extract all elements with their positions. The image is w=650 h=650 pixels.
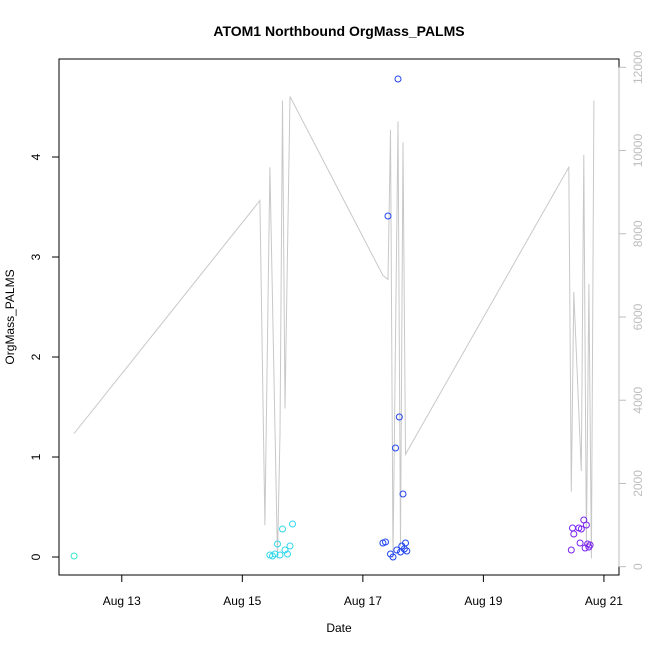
- plot-frame: [58, 58, 620, 576]
- scatter-point: [279, 525, 286, 533]
- right-y-tick-label: 8000: [631, 220, 645, 247]
- scatter-point: [576, 539, 584, 547]
- right-y-tick-label: 12000: [631, 50, 645, 84]
- scatter-point: [271, 550, 279, 558]
- scatter-point: [394, 75, 402, 83]
- chart-title: ATOM1 Northbound OrgMass_PALMS: [213, 23, 464, 39]
- x-axis: Aug 13 Aug 15 Aug 17 Aug 19 Aug 21: [103, 574, 623, 608]
- scatter-point: [567, 546, 575, 554]
- x-tick-label: Aug 15: [223, 594, 261, 608]
- scatter-point: [289, 520, 296, 528]
- scatter-point: [70, 552, 78, 560]
- scatter-point: [402, 539, 409, 547]
- right-y-tick-label: 10000: [631, 134, 645, 168]
- y-tick-label: 0: [29, 553, 43, 560]
- x-tick-label: Aug 19: [464, 594, 502, 608]
- scatter-point: [399, 490, 407, 498]
- scatter-point: [382, 538, 389, 546]
- scatter-point: [276, 551, 284, 559]
- scatter-point: [286, 542, 294, 550]
- scatter-point: [582, 521, 590, 529]
- y-tick-label: 2: [29, 353, 43, 360]
- y-tick-label: 1: [29, 453, 43, 460]
- scatter-point: [569, 524, 576, 532]
- right-y-tick-label: 2000: [631, 470, 645, 497]
- y-axis-label: OrgMass_PALMS: [3, 269, 17, 364]
- scatter-point: [284, 550, 291, 558]
- y-tick-label: 3: [29, 253, 43, 260]
- x-tick-label: Aug 21: [585, 594, 623, 608]
- scatter-point: [395, 413, 403, 421]
- scatter-point: [389, 553, 397, 561]
- right-axis-series-line: [73, 96, 595, 559]
- x-tick-label: Aug 13: [103, 594, 141, 608]
- right-axis-line-series: [73, 96, 595, 559]
- scatter-point: [570, 530, 578, 538]
- scatter-point: [586, 541, 594, 549]
- x-axis-label: Date: [326, 621, 352, 635]
- y-axis: 0 1 2 3 4: [29, 153, 60, 560]
- right-y-tick-label: 6000: [631, 303, 645, 330]
- x-tick-label: Aug 17: [344, 594, 382, 608]
- scatter-point: [384, 212, 392, 220]
- y-tick-label: 4: [29, 153, 43, 160]
- scatter-points: [70, 75, 594, 561]
- scatter-point: [577, 525, 585, 533]
- scatter-point: [393, 546, 401, 554]
- scatter-point: [403, 547, 411, 555]
- scatter-point: [392, 444, 399, 452]
- right-y-tick-label: 4000: [631, 387, 645, 414]
- right-y-tick-label: 0: [631, 563, 645, 570]
- scatter-point: [274, 540, 281, 548]
- right-y-axis: 0 2000 4000 6000 8000 10000 12000: [618, 50, 645, 570]
